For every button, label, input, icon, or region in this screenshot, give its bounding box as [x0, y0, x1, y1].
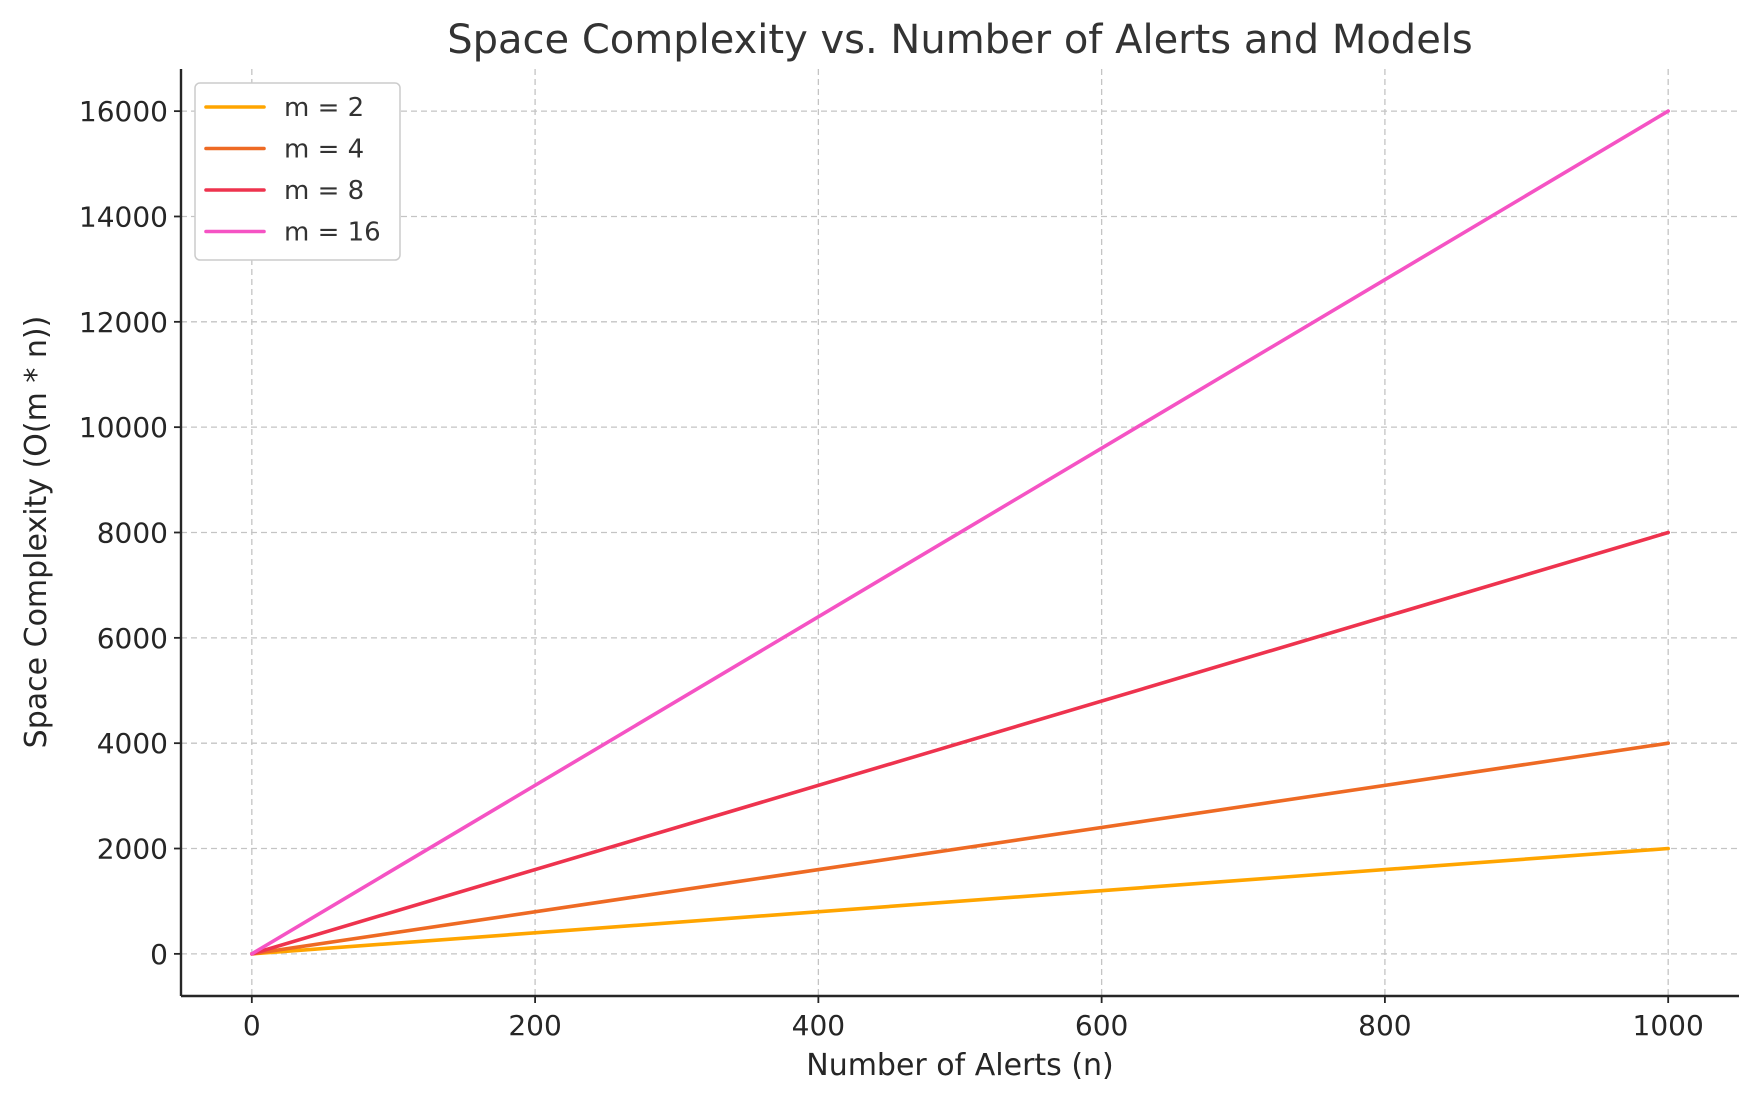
y-tick-label: 12000 [79, 306, 168, 339]
y-axis-label: Space Complexity (O(m * n)) [19, 316, 54, 749]
y-tick-label: 0 [150, 938, 168, 971]
y-tick-label: 4000 [97, 727, 168, 760]
x-axis-label: Number of Alerts (n) [806, 1048, 1114, 1083]
legend-label-3: m = 8 [284, 176, 364, 206]
x-ticks: 0 200 400 600 800 1000 [243, 996, 1704, 1042]
legend-label-1: m = 2 [284, 93, 364, 123]
series-lines [250, 109, 1670, 956]
x-tick-label: 400 [792, 1009, 845, 1042]
series-line-4 [250, 109, 1670, 956]
series-line-2 [250, 741, 1670, 956]
legend-box [194, 82, 401, 261]
y-tick-label: 8000 [97, 517, 168, 550]
legend-label-2: m = 4 [284, 135, 364, 165]
y-tick-label: 16000 [79, 95, 168, 128]
x-tick-label: 800 [1358, 1009, 1411, 1042]
y-tick-label: 6000 [97, 622, 168, 655]
x-tick-label: 200 [508, 1009, 561, 1042]
y-tick-label: 2000 [97, 833, 168, 866]
y-tick-label: 10000 [79, 411, 168, 444]
x-tick-label: 1000 [1633, 1009, 1704, 1042]
x-tick-label: 0 [243, 1009, 261, 1042]
legend-label-4: m = 16 [284, 218, 381, 248]
chart-title: Space Complexity vs. Number of Alerts an… [447, 17, 1473, 63]
x-tick-label: 600 [1075, 1009, 1128, 1042]
series-line-1 [250, 846, 1670, 956]
y-ticks: 0 2000 4000 6000 8000 10000 12000 14000 16000 [79, 95, 181, 971]
series-line-3 [250, 530, 1670, 956]
y-tick-label: 14000 [79, 200, 168, 233]
legend: m = 2 m = 4 m = 8 m = 16 [194, 82, 401, 261]
